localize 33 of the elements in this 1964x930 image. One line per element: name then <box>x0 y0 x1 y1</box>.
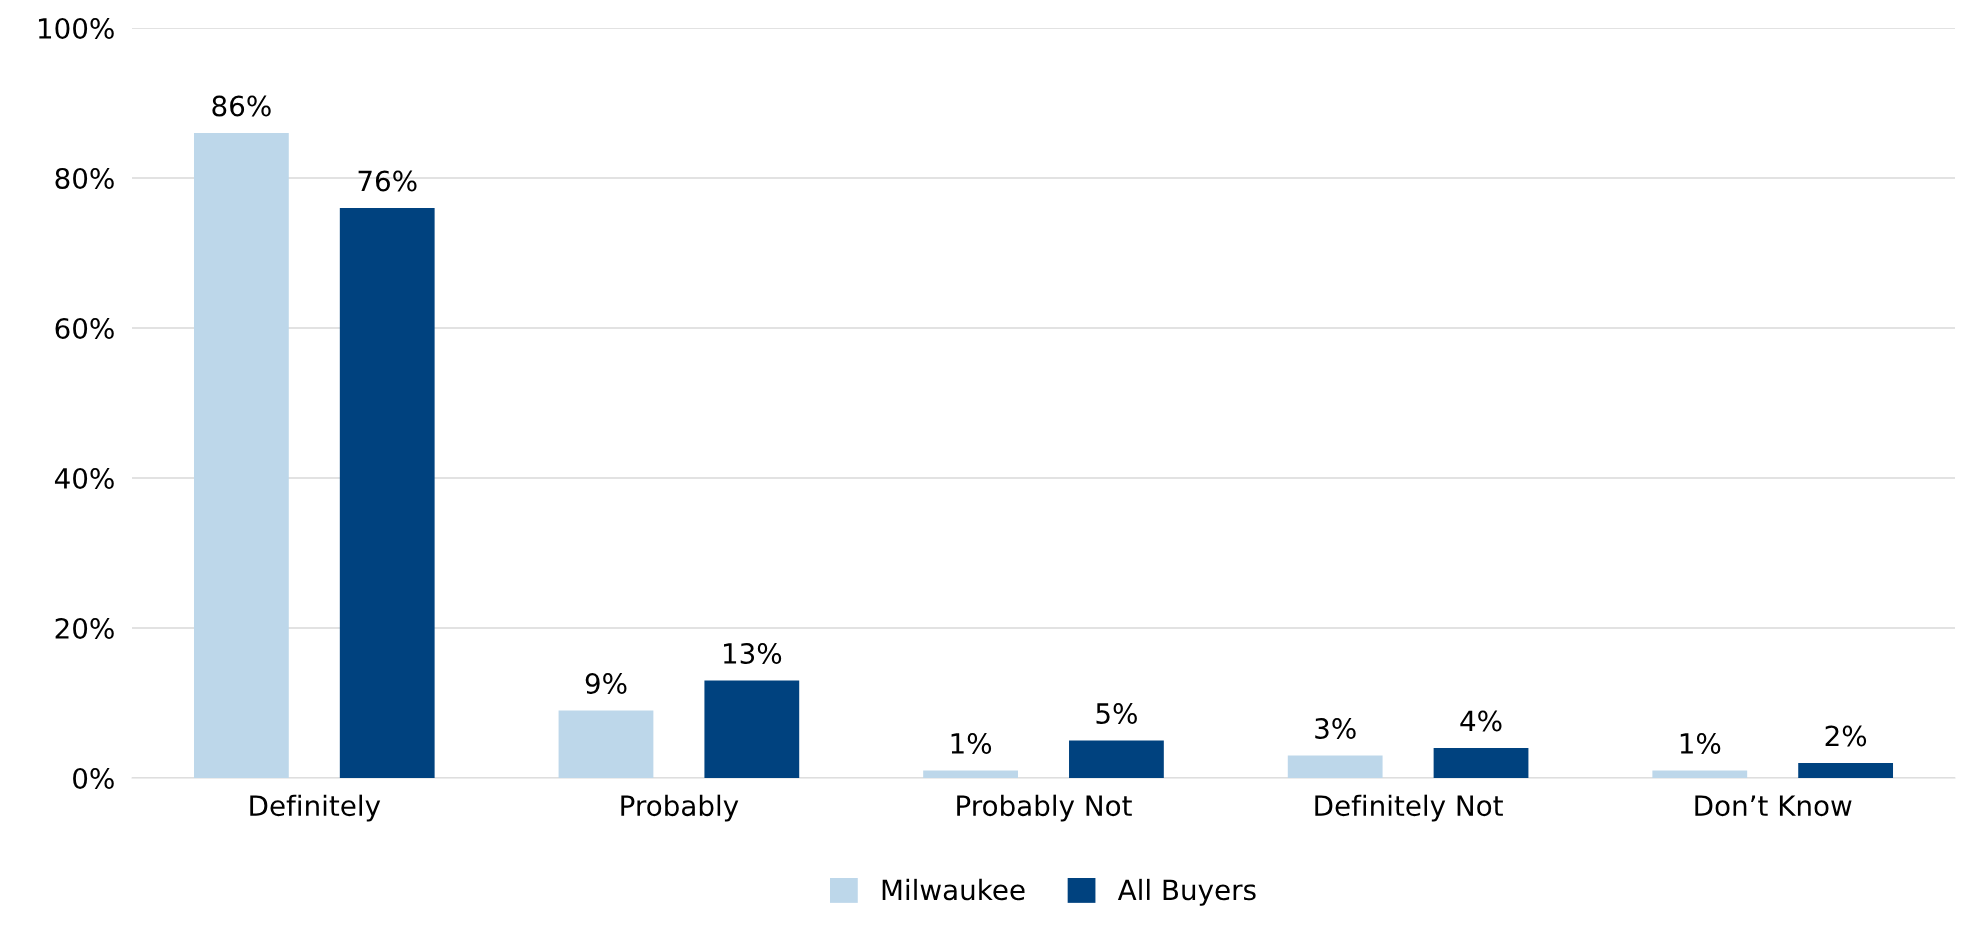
y-tick-label: 40% <box>54 467 114 489</box>
text: 9% <box>585 673 627 695</box>
text: 13% <box>724 643 782 665</box>
bar <box>558 710 654 778</box>
text: 5% <box>1096 703 1137 725</box>
legend-label: Milwaukee <box>882 878 1025 901</box>
bar <box>1433 748 1529 778</box>
bar <box>339 208 435 778</box>
x-tick-label: Probably <box>621 794 739 822</box>
x-tick-label: Don’t Know <box>1695 795 1852 817</box>
text: 4% <box>1460 710 1502 732</box>
y-tick-label: 80% <box>55 167 114 189</box>
legend-label: All Buyers <box>1117 878 1256 906</box>
y-tick-label: 20% <box>55 617 114 639</box>
bar <box>1069 740 1164 778</box>
bar <box>923 770 1018 778</box>
bar <box>193 133 289 778</box>
text: 1% <box>951 733 992 755</box>
y-tick-label: 60% <box>55 317 114 339</box>
text: 76% <box>358 170 417 192</box>
x-tick-label: Definitely Not <box>1315 794 1503 822</box>
text: 3% <box>1315 718 1356 740</box>
text: 86% <box>212 95 271 117</box>
text: 1% <box>1680 733 1721 755</box>
x-tick-label: Probably Not <box>957 794 1132 822</box>
text: 2% <box>1825 725 1867 747</box>
y-tick-label: 0% <box>73 767 114 789</box>
bar <box>1652 770 1748 778</box>
bar <box>1798 763 1894 778</box>
x-tick-label: Definitely <box>250 794 381 822</box>
bar <box>704 680 800 778</box>
bar <box>1287 755 1383 778</box>
y-tick-label: 100% <box>38 17 114 39</box>
